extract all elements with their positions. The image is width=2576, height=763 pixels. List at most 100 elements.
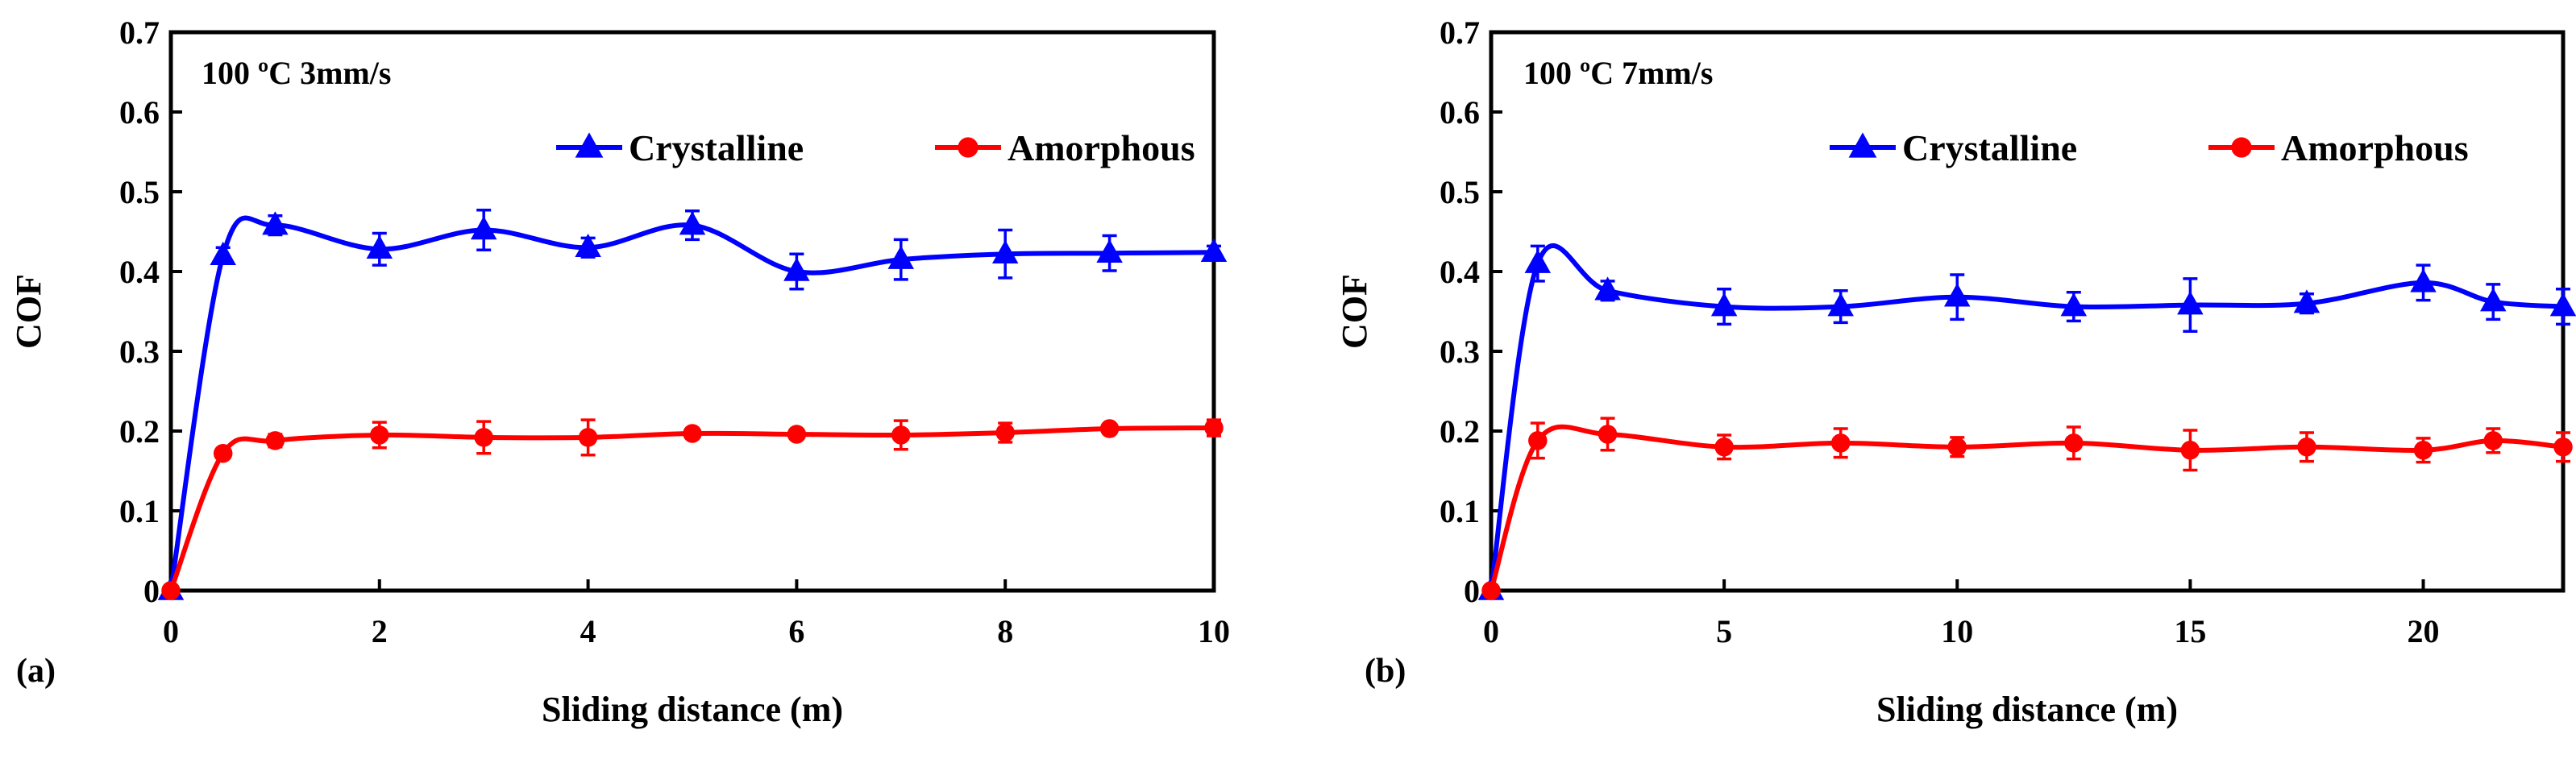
data-point-circle bbox=[2180, 441, 2200, 460]
legend-label: Crystalline bbox=[629, 127, 804, 168]
data-point-circle bbox=[1204, 418, 1224, 437]
legend: Crystalline Amorphous bbox=[556, 127, 1195, 168]
y-tick-label: 0.4 bbox=[1440, 254, 1480, 290]
data-point-triangle bbox=[210, 241, 236, 265]
data-point-triangle bbox=[1200, 238, 1228, 262]
y-tick-label: 0 bbox=[1464, 573, 1480, 609]
data-point-circle bbox=[1598, 425, 1618, 444]
data-point-triangle bbox=[991, 239, 1019, 263]
x-tick-label: 6 bbox=[788, 613, 804, 649]
data-point-circle bbox=[1481, 581, 1501, 600]
x-tick-label: 2 bbox=[372, 613, 388, 649]
data-point-triangle bbox=[1848, 132, 1877, 158]
data-point-triangle bbox=[1827, 292, 1854, 317]
y-tick-label: 0.2 bbox=[119, 413, 160, 450]
series-amorphous bbox=[161, 418, 1224, 600]
data-point-circle bbox=[1947, 437, 1967, 457]
data-point-circle bbox=[958, 137, 978, 158]
data-point-circle bbox=[787, 425, 807, 444]
data-point-circle bbox=[2064, 433, 2084, 453]
data-point-circle bbox=[1830, 433, 1851, 453]
data-point-triangle bbox=[2549, 292, 2576, 317]
legend-item-amorphous: Amorphous bbox=[2208, 127, 2469, 168]
data-point-triangle bbox=[470, 216, 497, 240]
data-point-triangle bbox=[1096, 238, 1123, 263]
chart-panel-b: 0 0.1 0.2 0.3 0.4 0.5 0.6 0.7 0 5 10 15 20 COF Sliding… bbox=[1335, 15, 2576, 729]
legend: Crystalline Amorphous bbox=[1830, 127, 2469, 168]
panel-letter: (b) bbox=[1365, 653, 1406, 690]
data-point-circle bbox=[2231, 137, 2252, 158]
data-point-circle bbox=[2553, 437, 2573, 457]
data-point-circle bbox=[2413, 441, 2433, 460]
data-point-triangle bbox=[2410, 268, 2437, 292]
y-tick-label: 0.7 bbox=[1440, 15, 1480, 51]
x-tick-label: 4 bbox=[580, 613, 596, 649]
legend-label: Amorphous bbox=[2281, 127, 2469, 168]
y-tick-label: 0.6 bbox=[1440, 94, 1480, 131]
series-crystalline bbox=[1477, 243, 2576, 600]
data-point-triangle bbox=[2060, 292, 2088, 317]
y-tick-label: 0.5 bbox=[119, 174, 160, 210]
data-point-circle bbox=[683, 424, 702, 443]
data-point-triangle bbox=[1710, 292, 1738, 317]
plot-area-frame bbox=[1489, 30, 2566, 593]
data-point-circle bbox=[370, 425, 389, 445]
data-point-triangle bbox=[887, 245, 915, 269]
x-tick-label: 10 bbox=[1198, 613, 1230, 649]
data-point-triangle bbox=[1944, 283, 1971, 307]
series-line bbox=[1489, 243, 2564, 591]
legend-item-crystalline: Crystalline bbox=[556, 127, 804, 168]
y-tick-label: 0.2 bbox=[1440, 413, 1480, 450]
data-point-triangle bbox=[575, 233, 601, 258]
data-point-triangle bbox=[262, 211, 289, 235]
data-point-circle bbox=[1714, 437, 1734, 457]
data-point-triangle bbox=[2293, 289, 2320, 313]
data-point-circle bbox=[265, 431, 285, 450]
data-point-triangle bbox=[1524, 249, 1552, 273]
y-tick-label: 0.3 bbox=[1440, 334, 1480, 370]
y-axis-title: COF bbox=[9, 274, 48, 349]
x-tick-label: 10 bbox=[1941, 613, 1973, 649]
series-line bbox=[168, 425, 1215, 592]
data-point-circle bbox=[213, 443, 233, 463]
data-point-circle bbox=[2483, 431, 2503, 450]
x-tick-label: 5 bbox=[1716, 613, 1732, 649]
y-tick-label: 0.4 bbox=[119, 254, 160, 290]
legend-item-crystalline: Crystalline bbox=[1830, 127, 2077, 168]
y-axis-title: COF bbox=[1335, 274, 1374, 349]
y-tick-label: 0 bbox=[143, 573, 160, 609]
legend-label: Crystalline bbox=[1902, 127, 2077, 168]
data-point-circle bbox=[161, 581, 181, 600]
x-tick-label: 8 bbox=[997, 613, 1013, 649]
data-point-circle bbox=[578, 428, 598, 447]
x-axis-title: Sliding distance (m) bbox=[1876, 690, 2178, 729]
data-point-circle bbox=[891, 425, 911, 445]
legend-item-amorphous: Amorphous bbox=[935, 127, 1195, 168]
data-point-triangle bbox=[1594, 276, 1621, 301]
test-condition-label: 100 ºC 7mm/s bbox=[1523, 55, 1713, 91]
data-point-circle bbox=[474, 428, 493, 447]
x-tick-label: 0 bbox=[1483, 613, 1499, 649]
y-tick-label: 0.7 bbox=[119, 15, 160, 51]
data-point-circle bbox=[995, 423, 1015, 442]
test-condition-label: 100 ºC 3mm/s bbox=[202, 55, 391, 91]
y-tick-label: 0.5 bbox=[1440, 174, 1480, 210]
data-point-triangle bbox=[679, 211, 706, 235]
x-tick-label: 0 bbox=[163, 613, 179, 649]
series-crystalline bbox=[157, 209, 1228, 600]
plot-area-frame bbox=[168, 30, 1216, 593]
panel-letter: (a) bbox=[16, 653, 56, 690]
y-tick-label: 0.1 bbox=[119, 493, 160, 529]
data-point-triangle bbox=[783, 257, 810, 281]
x-axis-title: Sliding distance (m) bbox=[542, 690, 843, 729]
x-tick-label: 15 bbox=[2174, 613, 2206, 649]
data-point-circle bbox=[1528, 431, 1548, 450]
y-tick-label: 0.1 bbox=[1440, 493, 1480, 529]
legend-label: Amorphous bbox=[1008, 127, 1195, 168]
series-amorphous bbox=[1481, 417, 2573, 600]
data-point-triangle bbox=[2480, 288, 2507, 312]
series-line bbox=[168, 215, 1215, 591]
data-point-circle bbox=[1099, 419, 1120, 438]
data-point-triangle bbox=[575, 132, 604, 158]
